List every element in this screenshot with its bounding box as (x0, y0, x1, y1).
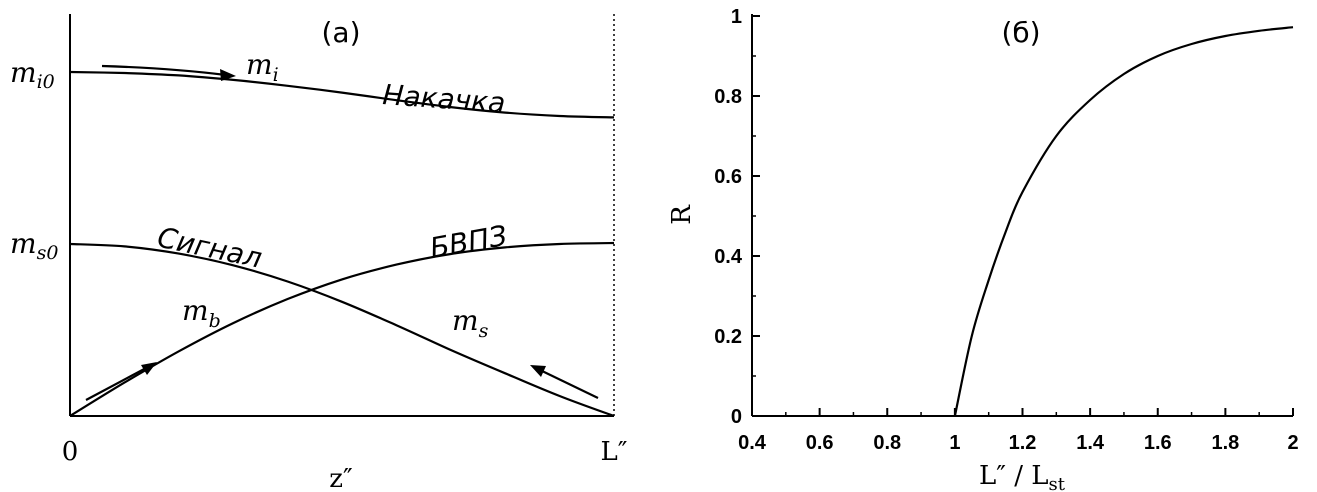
y-tick-label: 0.4 (714, 246, 743, 268)
x-tick-label: 1 (949, 432, 960, 454)
panel-a-x-label: z″ (329, 464, 353, 492)
signal-curve (69, 242, 615, 418)
panel-a-title: (а) (321, 16, 360, 49)
x-tick-label: 2 (1287, 432, 1298, 454)
y-tick-label: 1 (731, 6, 742, 28)
brillouin-curve (69, 241, 615, 417)
pump-direction-arrow (101, 64, 236, 81)
pump-curve (69, 70, 615, 119)
brillouin-label: БВПЗ (427, 219, 509, 265)
x-tick-label: 1.6 (1144, 432, 1172, 454)
x-tick-label: 0.4 (738, 432, 767, 454)
x-tick-label: 0.6 (806, 432, 834, 454)
panel-a-y-tick-mi0: mi0 (10, 56, 55, 93)
x-tick-label: 0.8 (873, 432, 901, 454)
panel-a-curves (69, 70, 615, 418)
pump-symbol: mi (246, 48, 279, 86)
panel-b: 0.4 0.6 0.8 1 1.2 1.4 1.6 1.8 2 0 0.2 0.4 0.6 0.8 1 (б… (667, 6, 1299, 492)
signal-direction-arrow (530, 365, 599, 399)
y-tick-label: 0.8 (714, 86, 742, 108)
signal-label: Сигнал (155, 221, 265, 275)
panel-a: (а) 0 L″ z″ mi0 ms0 Накачка Сигнал БВПЗ … (10, 14, 628, 492)
brillouin-symbol: mb (182, 294, 221, 332)
y-tick-label: 0 (731, 406, 742, 428)
panel-a-x-tick-1: L″ (601, 437, 628, 467)
pump-label: Накачка (382, 78, 507, 119)
panel-b-x-label: L″ / Lst (979, 461, 1066, 492)
y-tick-label: 0.2 (714, 326, 742, 348)
panel-b-title: (б) (1001, 16, 1040, 49)
brillouin-direction-arrow (85, 362, 157, 401)
y-tick-label: 0.6 (714, 166, 742, 188)
panel-a-x-tick-0: 0 (62, 437, 79, 467)
panel-b-curve (953, 26, 1294, 417)
x-tick-label: 1.8 (1211, 432, 1239, 454)
panel-b-ticks: 0.4 0.6 0.8 1 1.2 1.4 1.6 1.8 2 0 0.2 0.4 0.6 0.8 1 (714, 6, 1298, 454)
panel-a-y-tick-ms0: ms0 (10, 227, 58, 264)
signal-symbol: ms (452, 304, 489, 342)
panel-b-y-label: R (667, 204, 697, 225)
x-tick-label: 1.4 (1076, 432, 1105, 454)
reflectivity-curve (953, 26, 1294, 417)
x-tick-label: 1.2 (1009, 432, 1037, 454)
